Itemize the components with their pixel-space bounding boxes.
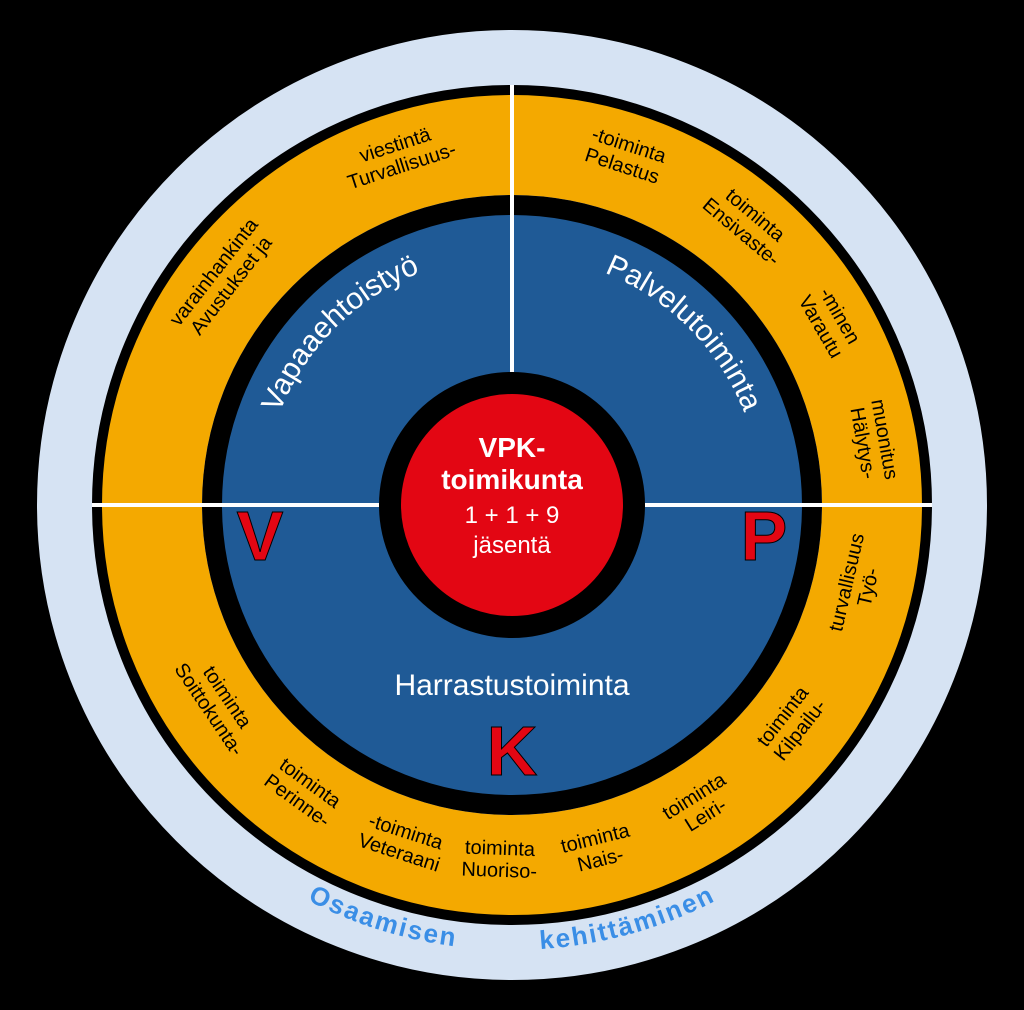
segment-letter-V: V bbox=[237, 497, 284, 575]
center-line3: 1 + 1 + 9 bbox=[465, 502, 560, 529]
svg-text:toiminta: toiminta bbox=[465, 837, 537, 861]
segment-title-K: Harrastustoiminta bbox=[394, 669, 629, 702]
segment-letter-K: K bbox=[487, 712, 538, 790]
center-line2: toimikunta bbox=[441, 464, 583, 495]
svg-text:Nuoriso-: Nuoriso- bbox=[461, 858, 537, 883]
vpk-diagram: VPK-toimikunta1 + 1 + 9jäsentäVapaaehtoi… bbox=[0, 0, 1024, 1010]
ring-label: Nuoriso-toiminta bbox=[461, 836, 538, 883]
segment-letter-P: P bbox=[741, 497, 788, 575]
center-line1: VPK- bbox=[479, 432, 546, 463]
center-line4: jäsentä bbox=[472, 532, 551, 559]
